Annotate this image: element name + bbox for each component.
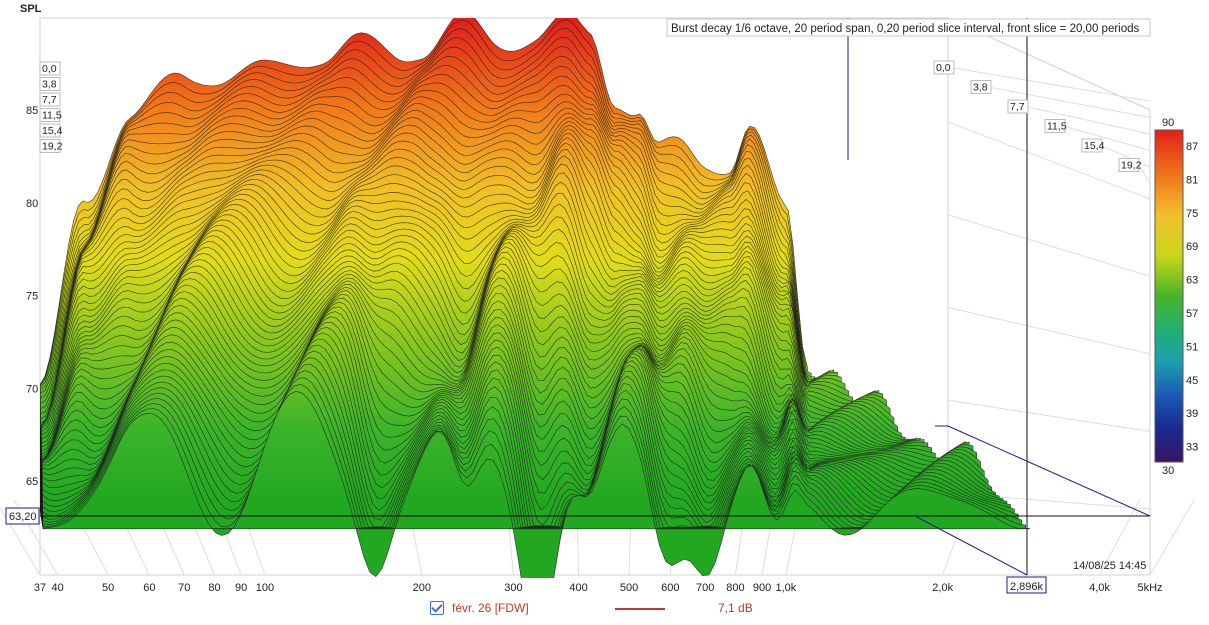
floor-grid-line <box>1149 499 1195 576</box>
cursor-x-readout: 2,896k <box>1010 581 1044 593</box>
slice-label-left: 15,4 <box>42 125 63 137</box>
slice-label-right: 19,2 <box>1121 160 1142 172</box>
slice-label-box <box>39 139 61 153</box>
floor-grid-line <box>0 507 41 576</box>
x-tick-label: 600 <box>661 582 679 594</box>
cursor-x-readout-box <box>1006 576 1047 594</box>
slice-label-left: 3,8 <box>42 79 57 91</box>
slice-label-right: 11,5 <box>1047 121 1067 133</box>
x-tick-label: 300 <box>504 582 522 594</box>
slice-labels-left: 0,0 3,8 7,7 11,5 15,4 19,2 <box>39 61 63 153</box>
y-tick-label: 70 <box>26 383 38 395</box>
depth-grid-line <box>1027 106 1151 135</box>
depth-grid-line <box>1101 145 1151 168</box>
waterfall-surface <box>40 18 1030 578</box>
slice-label-box <box>39 77 61 91</box>
x-tick-label: 900 <box>753 582 771 594</box>
timestamp: 14/08/25 14:45 <box>1073 560 1146 572</box>
x-tick-label: 1,0k <box>775 582 796 594</box>
colorbar-label: 69 <box>1186 241 1198 253</box>
colorbar-label: 81 <box>1186 174 1198 186</box>
slice-label-left: 0,0 <box>42 63 57 75</box>
colorbar-labels: 90 87 81 75 69 63 57 51 45 39 33 30 <box>1162 117 1198 477</box>
wall-grid-line <box>947 214 1151 277</box>
depth-grid-line <box>1138 165 1151 184</box>
colorbar <box>1154 129 1184 463</box>
x-tick-label: 70 <box>178 582 190 594</box>
slice-label-box <box>39 92 61 107</box>
colorbar-label: 30 <box>1162 465 1174 477</box>
x-tick-label: 800 <box>726 582 744 594</box>
slice-label-box <box>933 60 955 75</box>
x-tick-label: 700 <box>696 582 714 594</box>
colorbar-label: 33 <box>1186 442 1198 454</box>
x-tick-label: 400 <box>569 582 587 594</box>
series-checkbox[interactable] <box>430 601 444 615</box>
colorbar-label: 75 <box>1186 208 1198 220</box>
slice-labels-right: 0,0 3,8 7,7 11,5 15,4 19,2 <box>933 60 1142 172</box>
x-tick-label: 37 <box>34 582 46 594</box>
slice-label-box <box>39 108 61 122</box>
series-value: 7,1 dB <box>718 601 753 615</box>
wall-grid-line <box>947 307 1151 355</box>
colorbar-label: 57 <box>1186 308 1198 320</box>
legend: févr. 26 [FDW] 7,1 dB <box>0 598 1209 622</box>
x-tick-label: 60 <box>143 582 155 594</box>
colorbar-label: 51 <box>1186 341 1198 353</box>
slice-label-left: 7,7 <box>42 94 57 106</box>
slice-label-box <box>1044 119 1066 133</box>
colorbar-label: 90 <box>1162 117 1174 129</box>
wall-grid-line <box>947 121 1151 200</box>
slice-label-box <box>39 61 61 76</box>
slice-label-box <box>970 80 992 94</box>
slice-label-box <box>1081 138 1103 153</box>
x-ticks: 37 40 50 60 70 80 90 100 200 300 400 500 600 700 800 90… <box>34 582 1163 594</box>
x-tick-label: 200 <box>413 582 431 594</box>
x-tick-label: 5kHz <box>1137 582 1162 594</box>
cursor-y-readout: 63,20 <box>9 511 37 523</box>
y-tick-label: 80 <box>26 198 38 210</box>
slice-label-left: 11,5 <box>42 110 62 122</box>
x-tick-label: 40 <box>52 582 64 594</box>
slice-label-right: 3,8 <box>973 82 988 94</box>
chart-title: Burst decay 1/6 octave, 20 period span, … <box>671 23 1140 35</box>
x-tick-label: 90 <box>235 582 247 594</box>
slice-label-left: 19,2 <box>42 141 63 153</box>
y-tick-label: 65 <box>26 476 38 488</box>
floor-grid-line <box>1099 499 1140 576</box>
x-tick-label: 2,0k <box>932 582 953 594</box>
colorbar-label: 45 <box>1186 375 1198 387</box>
y-tick-label: 75 <box>26 291 38 303</box>
title-box <box>666 18 1151 37</box>
colorbar-label: 39 <box>1186 408 1198 420</box>
y-tick-label: 85 <box>26 105 38 117</box>
slice-label-box <box>1118 158 1140 172</box>
x-tick-label: 80 <box>208 582 220 594</box>
wall-grid-line <box>947 399 1151 432</box>
depth-grid-line <box>990 87 1151 118</box>
colorbar-label: 87 <box>1186 141 1198 153</box>
slice-label-box <box>1007 99 1029 114</box>
series-line-swatch <box>615 608 665 610</box>
depth-grid-line <box>1064 126 1151 151</box>
x-tick-label: 500 <box>620 582 638 594</box>
y-ticks: 65 70 75 80 85 <box>26 105 38 488</box>
depth-grid-line <box>953 67 1151 102</box>
series-name[interactable]: févr. 26 [FDW] <box>452 601 529 615</box>
y-axis-label: SPL <box>20 3 42 15</box>
colorbar-label: 63 <box>1186 275 1198 287</box>
x-tick-label: 100 <box>256 582 274 594</box>
cursor-depth-line <box>947 425 1151 517</box>
cursor-floor-line <box>914 515 1028 576</box>
slice-label-right: 0,0 <box>936 62 951 74</box>
slice-label-right: 15,4 <box>1084 140 1105 152</box>
slice-label-box <box>39 123 61 138</box>
x-tick-label: 50 <box>102 582 114 594</box>
x-tick-label: 4,0k <box>1089 582 1110 594</box>
cursor-y-readout-box <box>5 507 40 525</box>
slice-label-right: 7,7 <box>1010 101 1025 113</box>
